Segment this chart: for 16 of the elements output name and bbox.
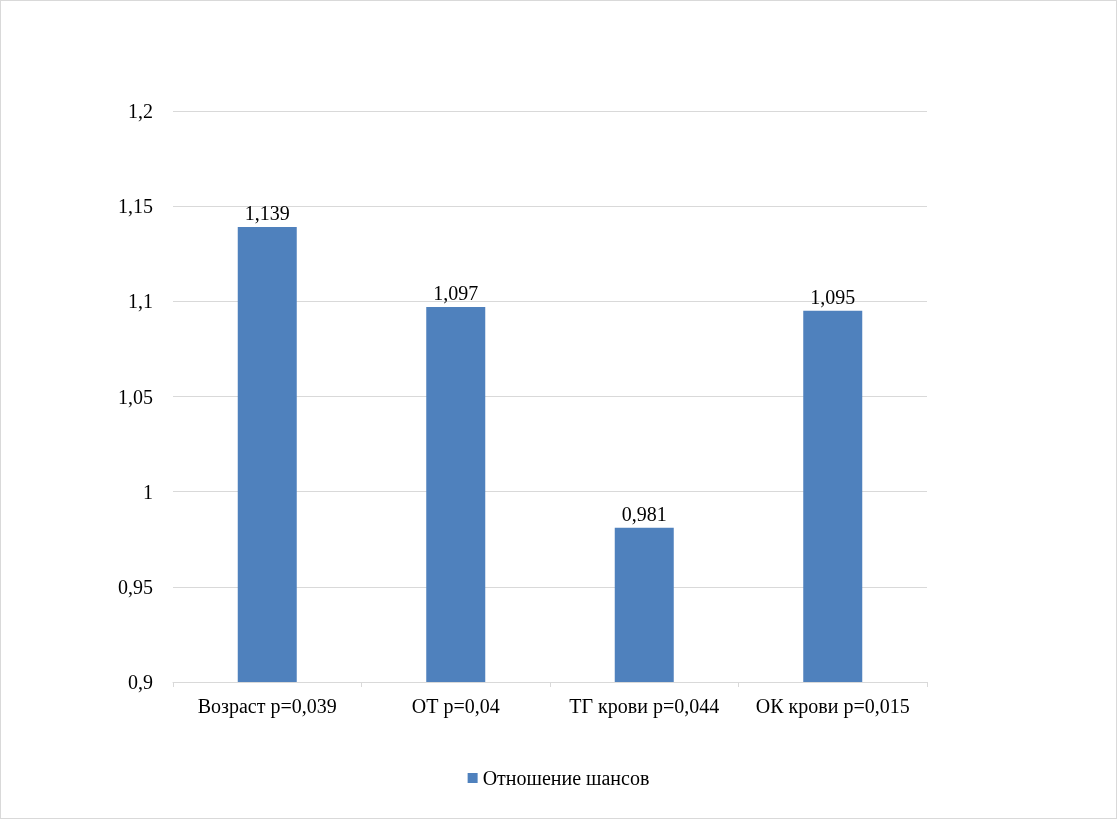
x-tick-label: ОТ p=0,04 — [411, 695, 500, 718]
x-tick-label: ТГ крови p=0,044 — [569, 695, 720, 718]
y-tick-label: 1 — [143, 480, 153, 503]
legend-label: Отношение шансов — [482, 767, 650, 789]
data-label: 1,097 — [433, 282, 479, 305]
y-tick-label: 1,1 — [128, 290, 153, 313]
data-label: 1,095 — [810, 285, 856, 308]
y-tick-label: 0,95 — [118, 575, 153, 598]
data-label: 0,981 — [621, 502, 667, 525]
y-tick-label: 0,9 — [128, 671, 153, 693]
y-tick-label: 1,05 — [118, 385, 153, 408]
x-tick-label: Возраст p=0,039 — [197, 695, 337, 718]
y-tick-label: 1,2 — [128, 100, 153, 122]
y-tick-label: 1,15 — [118, 195, 153, 218]
data-label: 1,139 — [244, 202, 290, 225]
x-tick-label: ОК крови p=0,015 — [755, 695, 910, 718]
